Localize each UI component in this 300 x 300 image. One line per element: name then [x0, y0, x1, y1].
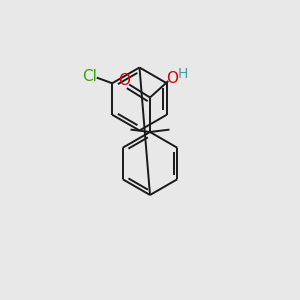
- Text: Cl: Cl: [82, 69, 97, 84]
- Text: O: O: [166, 70, 178, 86]
- Text: O: O: [118, 74, 130, 88]
- Text: H: H: [178, 67, 188, 80]
